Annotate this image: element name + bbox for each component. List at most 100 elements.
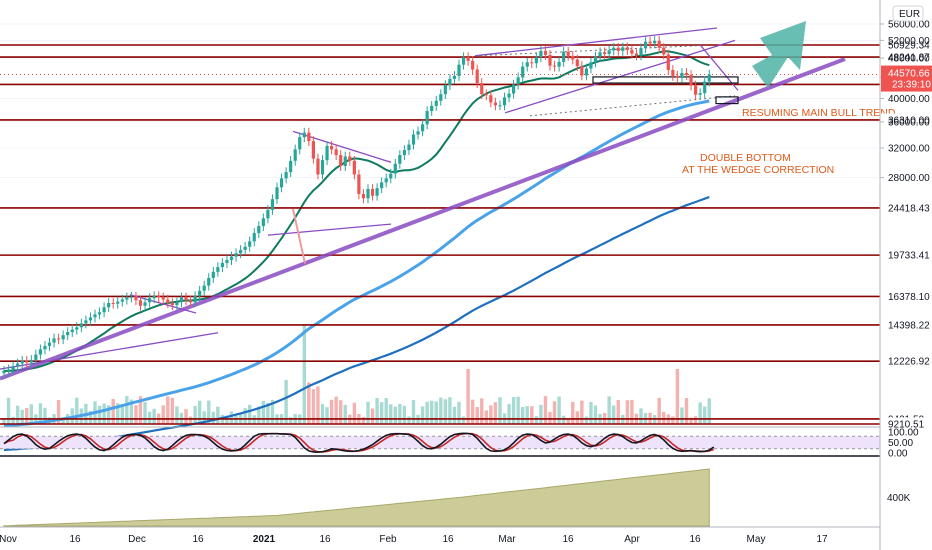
candle <box>143 297 147 311</box>
volume-bar <box>143 402 147 424</box>
candle <box>507 88 511 103</box>
candle-body <box>548 54 552 66</box>
oscillator-tick-label-2: 0.00 <box>888 449 908 460</box>
candle <box>616 42 620 56</box>
candle <box>430 101 434 117</box>
candle <box>389 168 393 184</box>
candle <box>657 35 661 53</box>
candle-body <box>175 302 179 306</box>
volume-bar <box>129 399 134 424</box>
volume-bar <box>425 401 429 424</box>
volume-bar <box>430 400 434 424</box>
volume-bar <box>193 405 197 424</box>
candle-body <box>325 145 329 161</box>
candle-body <box>521 66 525 78</box>
candle-body <box>625 47 629 50</box>
candle-body <box>148 298 152 303</box>
candle <box>334 144 338 160</box>
candle <box>34 349 38 365</box>
candle-body <box>539 50 543 58</box>
candle <box>548 50 552 71</box>
candle-body <box>475 69 479 84</box>
candle <box>439 89 443 106</box>
price-axis[interactable]: 50929.3448241.8742619.6936310.0024418.43… <box>880 19 932 431</box>
candle-body <box>557 61 561 67</box>
main-bull-trendline <box>0 57 846 381</box>
candle-body <box>270 199 275 210</box>
candle <box>289 155 293 178</box>
candle-body <box>220 262 224 268</box>
volume-bar <box>575 411 579 424</box>
volume-bar <box>389 404 393 424</box>
candle-body <box>512 84 516 94</box>
candle-body <box>198 290 202 297</box>
currency-badge[interactable]: EUR <box>892 5 924 22</box>
candle <box>284 167 288 184</box>
candle <box>452 71 457 84</box>
volume-bar <box>243 408 247 424</box>
candle-body <box>57 338 61 340</box>
volume-bar <box>311 389 316 424</box>
candle-body <box>20 360 24 364</box>
candle-body <box>616 47 620 51</box>
candle-body <box>129 296 133 298</box>
volume-bar <box>662 411 666 424</box>
candle <box>584 63 588 81</box>
candle <box>161 292 165 305</box>
candle-body <box>662 47 666 55</box>
candle <box>557 57 561 72</box>
volume-bar <box>366 401 370 424</box>
candle-body <box>694 85 698 95</box>
candle-body <box>248 241 252 247</box>
candle-body <box>257 226 261 234</box>
price-tick-label-0: 56000.00 <box>888 19 930 30</box>
candle-body <box>612 47 616 51</box>
candle <box>179 292 184 308</box>
candle <box>320 155 325 180</box>
candle <box>330 141 334 155</box>
candle-body <box>97 312 102 315</box>
cumulative-volume-area <box>3 468 710 527</box>
candle-body <box>307 132 311 142</box>
volume-bar <box>111 398 115 424</box>
candle <box>630 45 634 59</box>
volume-bar <box>703 406 707 424</box>
volume-bar <box>166 396 170 424</box>
volume-bar <box>612 405 616 424</box>
volume-bar <box>302 324 306 424</box>
candle <box>239 245 243 259</box>
volume-bar <box>484 410 488 424</box>
candle <box>198 285 202 302</box>
candle-body <box>34 354 38 360</box>
volume-bar <box>120 406 124 424</box>
candle-body <box>316 158 320 175</box>
oscillator-tick-label-1: 50.00 <box>888 438 913 449</box>
candle <box>184 292 188 306</box>
candle-body <box>411 134 416 145</box>
candle <box>498 100 502 111</box>
cumulative-volume-pane <box>3 468 710 527</box>
candle <box>229 251 234 265</box>
candle <box>698 88 702 100</box>
candle-body <box>243 246 247 250</box>
candle-body <box>311 141 315 159</box>
volume-bar <box>329 399 334 424</box>
candle <box>307 127 311 147</box>
volume-bar <box>375 397 379 424</box>
candle <box>25 355 29 368</box>
annotation-double-bottom: DOUBLE BOTTOM <box>700 152 791 164</box>
candle-body <box>502 97 507 106</box>
candle <box>384 173 388 188</box>
volume-bar <box>525 406 529 424</box>
candle <box>684 68 689 80</box>
level-label-3: 36310.00 <box>888 115 930 126</box>
level-tag-bg-7 <box>881 318 932 332</box>
volume-bar <box>248 404 252 424</box>
time-axis[interactable]: Nov 16 Dec 16 2021 16 Feb 16 Mar 16 Apr 16 May 17 <box>0 534 828 545</box>
candle <box>621 42 625 56</box>
candle <box>689 70 693 91</box>
candle <box>634 48 639 61</box>
candle-body <box>389 173 393 179</box>
time-tick-label-13: 17 <box>816 534 828 545</box>
